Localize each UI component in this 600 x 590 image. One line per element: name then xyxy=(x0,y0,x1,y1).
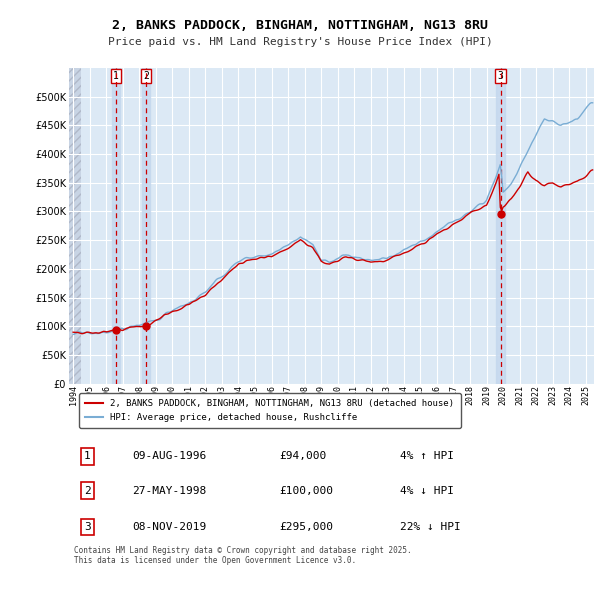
Text: 4% ↑ HPI: 4% ↑ HPI xyxy=(400,451,454,461)
Text: 2, BANKS PADDOCK, BINGHAM, NOTTINGHAM, NG13 8RU: 2, BANKS PADDOCK, BINGHAM, NOTTINGHAM, N… xyxy=(112,19,488,32)
Text: 2: 2 xyxy=(84,486,91,496)
Text: £94,000: £94,000 xyxy=(279,451,326,461)
Text: Contains HM Land Registry data © Crown copyright and database right 2025.
This d: Contains HM Land Registry data © Crown c… xyxy=(74,546,412,565)
Text: 3: 3 xyxy=(497,71,503,81)
Text: 08-NOV-2019: 08-NOV-2019 xyxy=(132,522,206,532)
Text: Price paid vs. HM Land Registry's House Price Index (HPI): Price paid vs. HM Land Registry's House … xyxy=(107,37,493,47)
Bar xyxy=(496,68,505,384)
Text: £100,000: £100,000 xyxy=(279,486,333,496)
Text: 22% ↓ HPI: 22% ↓ HPI xyxy=(400,522,461,532)
Text: 3: 3 xyxy=(84,522,91,532)
Text: 09-AUG-1996: 09-AUG-1996 xyxy=(132,451,206,461)
Text: 1: 1 xyxy=(84,451,91,461)
Legend: 2, BANKS PADDOCK, BINGHAM, NOTTINGHAM, NG13 8RU (detached house), HPI: Average p: 2, BANKS PADDOCK, BINGHAM, NOTTINGHAM, N… xyxy=(79,393,461,428)
Bar xyxy=(112,68,121,384)
Text: 2: 2 xyxy=(143,71,149,81)
Text: 4% ↓ HPI: 4% ↓ HPI xyxy=(400,486,454,496)
Bar xyxy=(142,68,150,384)
Text: 1: 1 xyxy=(113,71,119,81)
Text: 27-MAY-1998: 27-MAY-1998 xyxy=(132,486,206,496)
Text: £295,000: £295,000 xyxy=(279,522,333,532)
